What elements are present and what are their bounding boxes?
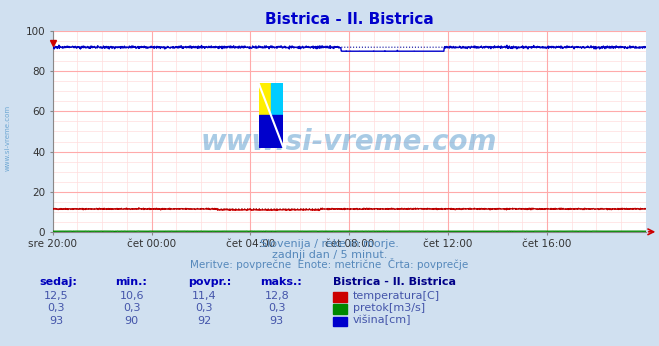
Text: 93: 93 [49,316,63,326]
Text: 12,8: 12,8 [264,291,289,301]
Text: www.si-vreme.com: www.si-vreme.com [5,105,11,172]
Text: maks.:: maks.: [260,277,302,288]
Text: 90: 90 [125,316,139,326]
Text: Meritve: povprečne  Enote: metrične  Črta: povprečje: Meritve: povprečne Enote: metrične Črta:… [190,258,469,270]
Text: pretok[m3/s]: pretok[m3/s] [353,303,424,313]
Text: Bistrica - Il. Bistrica: Bistrica - Il. Bistrica [333,277,456,288]
Title: Bistrica - Il. Bistrica: Bistrica - Il. Bistrica [265,12,434,27]
Text: 10,6: 10,6 [119,291,144,301]
Text: 93: 93 [270,316,284,326]
Text: sedaj:: sedaj: [40,277,77,288]
Text: 0,3: 0,3 [47,303,65,313]
Text: 0,3: 0,3 [196,303,213,313]
Text: 0,3: 0,3 [268,303,285,313]
Text: 12,5: 12,5 [43,291,69,301]
Text: povpr.:: povpr.: [188,277,231,288]
Text: min.:: min.: [115,277,147,288]
Text: Slovenija / reke in morje.: Slovenija / reke in morje. [260,239,399,249]
Text: www.si-vreme.com: www.si-vreme.com [201,128,498,155]
Text: zadnji dan / 5 minut.: zadnji dan / 5 minut. [272,250,387,260]
Text: višina[cm]: višina[cm] [353,315,411,326]
Text: 92: 92 [197,316,212,326]
Text: 11,4: 11,4 [192,291,217,301]
Text: 0,3: 0,3 [123,303,140,313]
Text: temperatura[C]: temperatura[C] [353,291,440,301]
